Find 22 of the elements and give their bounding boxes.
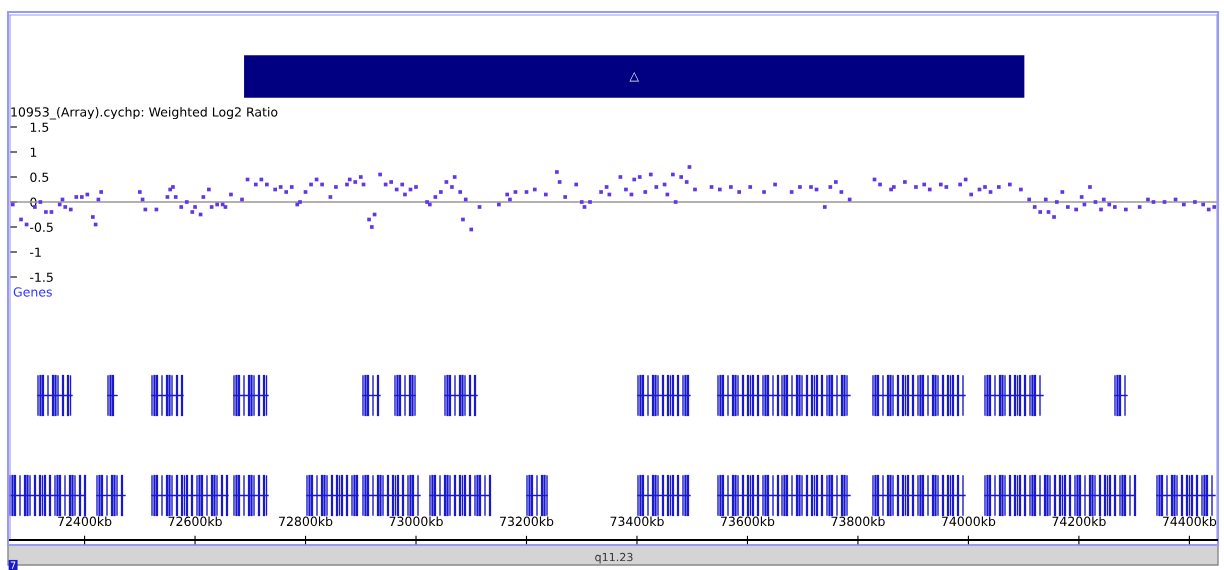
x-tick-label: 74400kb <box>1162 516 1217 527</box>
x-tick-label: 73800kb <box>831 516 885 527</box>
y-tick-label: -1.5 <box>30 272 53 282</box>
x-tick-label: 73200kb <box>500 516 554 527</box>
x-tick-label: 72800kb <box>279 516 333 527</box>
x-tick-label: 74200kb <box>1052 516 1106 527</box>
band-label: △ <box>629 71 639 82</box>
x-tick-label: 73000kb <box>389 516 443 527</box>
text: q11.23 <box>595 552 633 564</box>
text: 10953_(Array).cychp: Weighted Log2 Ratio <box>11 107 278 120</box>
x-tick-label: 72600kb <box>168 516 222 527</box>
y-tick-label: -0.5 <box>30 222 53 232</box>
text: 7 <box>10 561 16 569</box>
annotation: Genes <box>13 287 52 297</box>
y-tick-label: 0.5 <box>30 172 49 182</box>
y-tick-label: 1.5 <box>30 122 49 132</box>
x-tick-label: 74000kb <box>941 516 996 527</box>
x-tick-label: 73600kb <box>721 516 775 527</box>
y-tick-label: -1 <box>30 247 41 257</box>
x-tick-label: 73400kb <box>610 516 664 527</box>
x-tick-label: 72400kb <box>58 516 112 527</box>
y-tick-label: 1 <box>30 147 37 157</box>
